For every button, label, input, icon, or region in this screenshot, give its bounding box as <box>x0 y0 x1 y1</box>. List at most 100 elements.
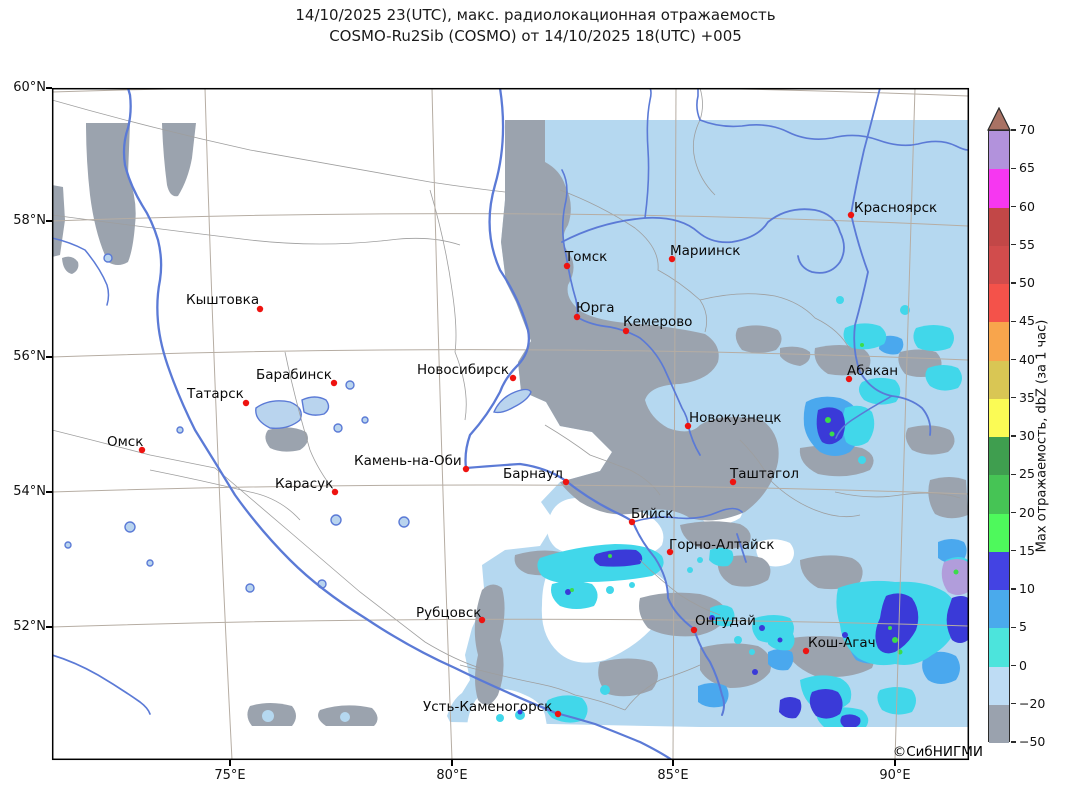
lat-tick <box>46 356 52 358</box>
city-label: Мариинск <box>670 243 740 259</box>
city-label: Красноярск <box>854 200 937 216</box>
colorbar-segment <box>989 245 1009 284</box>
city-label: Онгудай <box>695 613 756 629</box>
colorbar-tick-label: 0 <box>1019 657 1027 673</box>
lat-tick <box>46 87 52 89</box>
lat-tick-label: 52°N <box>13 619 46 634</box>
colorbar <box>988 130 1010 743</box>
colorbar-segment <box>989 628 1009 667</box>
colorbar-tick <box>1011 167 1016 169</box>
gray-blob-core <box>262 710 274 722</box>
colorbar-segment <box>989 551 1009 590</box>
colorbar-tick-label: 65 <box>1019 160 1035 176</box>
city-dot <box>666 548 674 556</box>
city-label: Рубцовск <box>416 605 481 621</box>
colorbar-segment <box>989 513 1009 552</box>
colorbar-segment <box>989 360 1009 399</box>
colorbar-tick <box>1011 435 1016 437</box>
colorbar-segment <box>989 704 1009 743</box>
city-label: Омск <box>107 434 143 450</box>
colorbar-tick-label: 35 <box>1019 389 1035 405</box>
city-dot <box>256 305 264 313</box>
colorbar-tick-label: 30 <box>1019 428 1035 443</box>
map-frame <box>51 87 970 761</box>
colorbar-segment <box>989 590 1009 629</box>
colorbar-tick-label: 5 <box>1019 619 1027 635</box>
lon-tick-label: 75°E <box>214 768 246 783</box>
city-dot <box>684 422 692 430</box>
city-label: Новокузнецк <box>689 410 781 426</box>
colorbar-axis-label: Max отражаемость, dbZ (за 1 час) <box>1034 319 1050 553</box>
lon-tick-label: 90°E <box>879 768 911 783</box>
lon-tick <box>672 760 674 766</box>
city-dot <box>628 518 636 526</box>
colorbar-segment <box>989 169 1009 208</box>
colorbar-tick-label: 10 <box>1019 581 1035 596</box>
colorbar-segment <box>989 398 1009 437</box>
colorbar-overflow-arrow <box>987 107 1011 131</box>
lat-tick-label: 60°N <box>13 80 46 95</box>
colorbar-tick <box>1011 397 1016 399</box>
city-dot <box>563 262 571 270</box>
gray-blob-core <box>340 712 350 722</box>
colorbar-tick <box>1011 741 1016 743</box>
colorbar-segment <box>989 437 1009 476</box>
city-label: Абакан <box>847 363 898 379</box>
city-dot <box>729 478 737 486</box>
city-dot <box>802 647 810 655</box>
colorbar-tick-label: 15 <box>1019 542 1035 558</box>
lat-tick <box>46 626 52 628</box>
city-dot <box>668 255 676 263</box>
map-title-line1: 14/10/2025 23(UTC), макс. радиолокационн… <box>295 6 776 24</box>
city-dot <box>138 446 146 454</box>
colorbar-segment <box>989 207 1009 246</box>
city-dot <box>242 399 250 407</box>
city-label: Татарск <box>186 386 244 402</box>
city-dot <box>562 478 570 486</box>
echo-royal-blue <box>517 407 968 727</box>
city-label: Барабинск <box>256 367 332 383</box>
city-dot <box>554 710 562 718</box>
lon-tick <box>894 760 896 766</box>
colorbar-segment <box>989 284 1009 323</box>
colorbar-tick <box>1011 511 1016 514</box>
city-dot <box>847 211 855 219</box>
city-dot <box>690 626 698 634</box>
colorbar-tick-label: 45 <box>1019 313 1035 329</box>
city-label: Кемерово <box>623 314 692 330</box>
city-dot <box>573 313 581 321</box>
colorbar-tick <box>1011 550 1016 552</box>
colorbar-segment <box>989 475 1009 514</box>
lat-tick-label: 54°N <box>13 484 46 499</box>
city-dot <box>845 375 853 383</box>
city-dot <box>478 616 486 624</box>
city-label: Камень-на-Оби <box>354 453 462 469</box>
lon-tick <box>451 760 453 766</box>
colorbar-tick <box>1011 473 1016 475</box>
colorbar-tick-label: 70 <box>1019 122 1035 137</box>
lon-tick <box>229 760 231 766</box>
colorbar-tick-label: 40 <box>1019 351 1035 367</box>
lat-tick-label: 58°N <box>13 213 46 228</box>
colorbar-tick <box>1011 320 1016 322</box>
colorbar-tick-label: 20 <box>1019 504 1035 520</box>
map-title-line2: COSMO-Ru2Sib (COSMO) от 14/10/2025 18(UT… <box>329 27 742 45</box>
colorbar-tick <box>1011 703 1016 705</box>
city-label: Томск <box>564 249 607 265</box>
colorbar-tick <box>1011 205 1016 208</box>
city-label: Усть-Каменогорск <box>423 699 552 715</box>
lon-tick-label: 85°E <box>657 768 689 783</box>
city-label: Горно-Алтайск <box>669 537 774 553</box>
city-label: Карасук <box>275 476 333 492</box>
city-label: Кош-Агач <box>808 635 876 651</box>
colorbar-tick <box>1011 664 1016 667</box>
colorbar-tick-label: 55 <box>1019 236 1035 252</box>
colorbar-segment <box>989 322 1009 361</box>
copyright-label: ©СибНИГМИ <box>892 744 983 760</box>
colorbar-tick <box>1011 244 1016 246</box>
city-dot <box>330 379 338 387</box>
lat-tick-label: 56°N <box>13 349 46 364</box>
colorbar-tick <box>1011 358 1016 361</box>
city-markers: Красноярск Томск Мариинск Юрга Кемерово Кышто… <box>107 200 937 718</box>
city-dot <box>331 488 339 496</box>
